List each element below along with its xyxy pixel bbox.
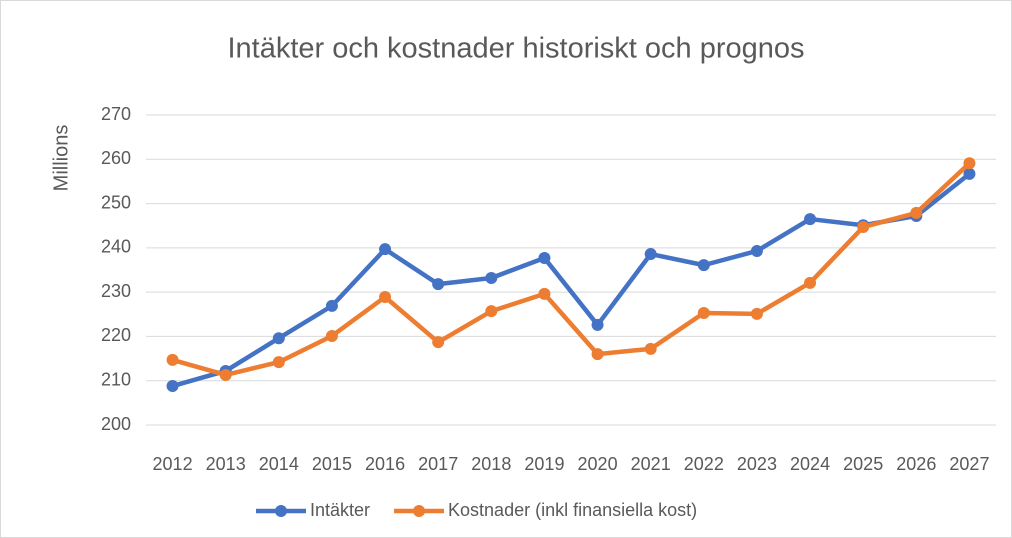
x-tick-label: 2022 xyxy=(684,454,724,474)
marker xyxy=(485,305,498,318)
x-tick-label: 2012 xyxy=(153,454,193,474)
legend-label: Intäkter xyxy=(310,500,370,520)
marker xyxy=(857,221,870,234)
marker xyxy=(166,380,179,393)
y-tick-label: 260 xyxy=(101,148,131,168)
x-tick-label: 2027 xyxy=(949,454,989,474)
marker xyxy=(910,206,923,219)
marker xyxy=(644,248,657,261)
marker xyxy=(272,356,285,369)
legend-marker xyxy=(413,505,426,517)
marker xyxy=(963,167,976,180)
marker xyxy=(644,342,657,355)
marker xyxy=(804,276,817,289)
y-tick-label: 200 xyxy=(101,414,131,434)
x-tick-label: 2020 xyxy=(578,454,618,474)
marker xyxy=(485,271,498,284)
y-tick-label: 230 xyxy=(101,281,131,301)
y-tick-label: 270 xyxy=(101,104,131,124)
marker xyxy=(538,252,551,265)
marker xyxy=(804,213,817,226)
marker xyxy=(219,368,232,381)
marker xyxy=(591,318,604,331)
x-tick-label: 2016 xyxy=(365,454,405,474)
legend-label: Kostnader (inkl finansiella kost) xyxy=(448,500,697,520)
y-tick-label: 240 xyxy=(101,237,131,257)
marker xyxy=(325,299,338,312)
x-tick-label: 2019 xyxy=(524,454,564,474)
marker xyxy=(432,336,445,349)
y-tick-label: 250 xyxy=(101,192,131,212)
marker xyxy=(538,287,551,300)
marker xyxy=(697,306,710,319)
series-line xyxy=(171,172,971,389)
marker xyxy=(379,291,392,304)
legend-marker xyxy=(275,505,287,517)
x-tick-label: 2025 xyxy=(843,454,883,474)
marker xyxy=(750,307,763,320)
x-tick-label: 2017 xyxy=(418,454,458,474)
y-tick-label: 210 xyxy=(101,369,131,389)
marker xyxy=(591,348,604,361)
y-tick-label: 220 xyxy=(101,325,131,345)
marker xyxy=(750,244,763,257)
series-line xyxy=(171,161,971,378)
x-tick-label: 2014 xyxy=(259,454,299,474)
marker xyxy=(166,353,179,366)
x-tick-label: 2021 xyxy=(631,454,671,474)
x-tick-label: 2026 xyxy=(896,454,936,474)
x-tick-label: 2023 xyxy=(737,454,777,474)
x-tick-label: 2018 xyxy=(471,454,511,474)
y-axis-label: Millions xyxy=(50,125,72,192)
marker xyxy=(272,332,285,345)
marker xyxy=(432,278,445,291)
x-tick-label: 2024 xyxy=(790,454,830,474)
x-tick-label: 2013 xyxy=(206,454,246,474)
marker xyxy=(325,329,338,342)
chart-title: Intäkter och kostnader historiskt och pr… xyxy=(227,33,804,65)
marker xyxy=(963,157,976,170)
marker xyxy=(379,243,392,256)
x-tick-label: 2015 xyxy=(312,454,352,474)
marker xyxy=(697,259,710,272)
